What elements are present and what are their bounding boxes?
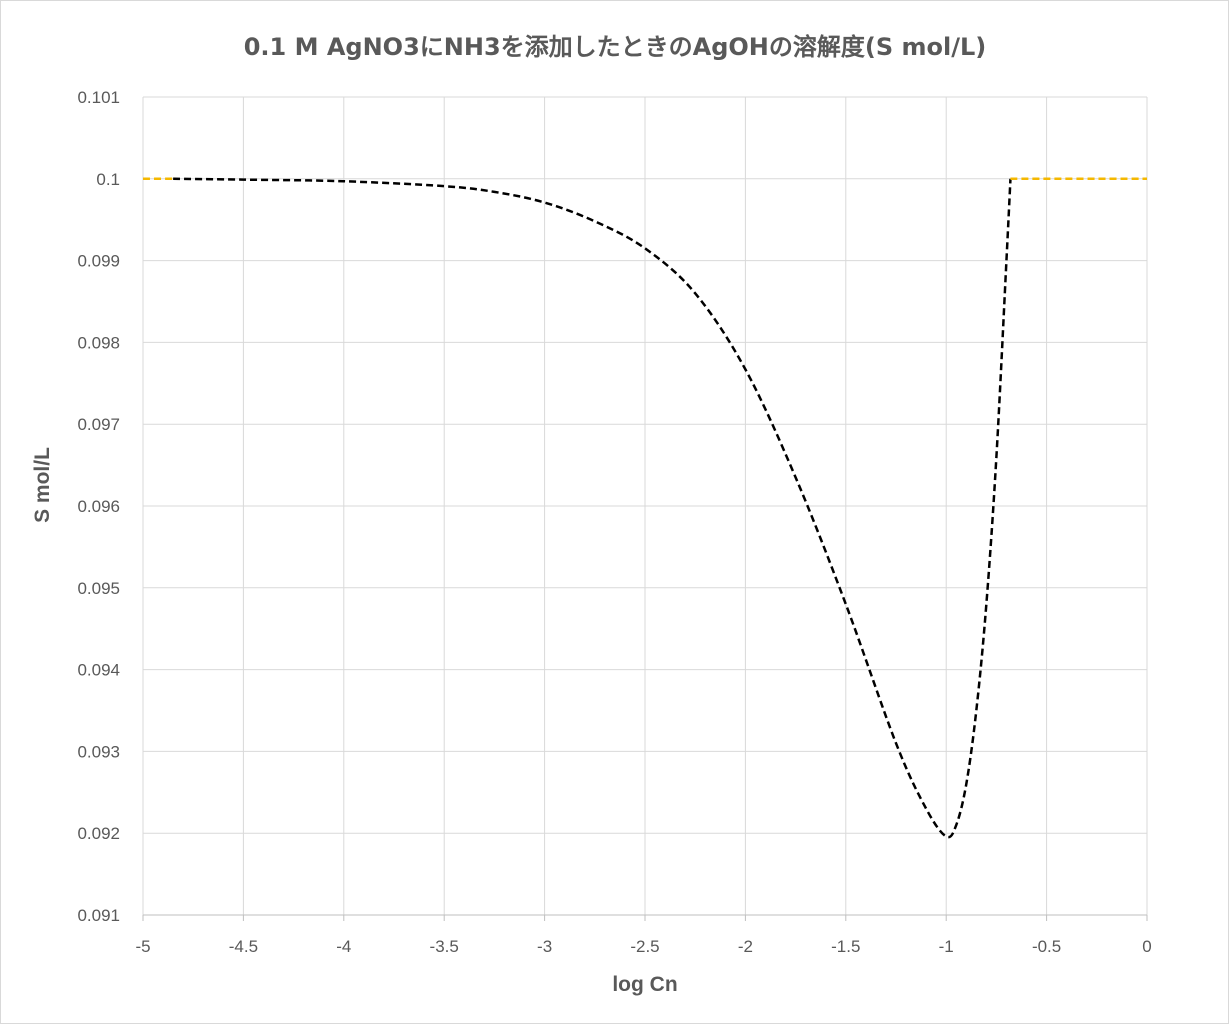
y-tick-label: 0.097 [77, 415, 120, 434]
x-tick-label: -2 [738, 937, 753, 956]
y-tick-label: 0.096 [77, 497, 120, 516]
tick-labels: -5 -4.5 -4 -3.5 -3 -2.5 -2 -1.5 -1 -0.5 0 0.091 0.09… [77, 88, 1151, 956]
grid [142, 96, 1148, 915]
x-tick-label: -0.5 [1032, 937, 1061, 956]
y-tick-label: 0.099 [77, 252, 120, 271]
y-tick-label: 0.093 [77, 742, 120, 761]
y-tick-label: 0.098 [77, 333, 120, 352]
x-tick-label: -3.5 [430, 937, 459, 956]
x-tick-label: -5 [135, 937, 150, 956]
y-tick-label: 0.092 [77, 824, 120, 843]
x-tick-label: -4 [336, 937, 351, 956]
y-tick-label: 0.094 [77, 661, 120, 680]
y-tick-label: 0.101 [77, 88, 120, 107]
x-tick-label: 0 [1142, 937, 1151, 956]
x-tick-label: -2.5 [630, 937, 659, 956]
series-lines [143, 177, 1147, 839]
y-tick-label: 0.095 [77, 579, 120, 598]
y-axis-title: S mol/L [31, 447, 54, 523]
x-tick-label: -1 [939, 937, 954, 956]
y-tick-label: 0.1 [96, 170, 120, 189]
x-tick-label: -1.5 [831, 937, 860, 956]
series-line-2 [173, 177, 1012, 839]
x-tick-label: -3 [537, 937, 552, 956]
chart-title: 0.1 M AgNO3にNH3を添加したときのAgOHの溶解度(S mol/L) [244, 33, 987, 61]
x-tick-label: -4.5 [229, 937, 258, 956]
y-tick-label: 0.091 [77, 906, 120, 925]
x-axis-title: log Cn [612, 973, 677, 996]
axes [142, 914, 1148, 921]
